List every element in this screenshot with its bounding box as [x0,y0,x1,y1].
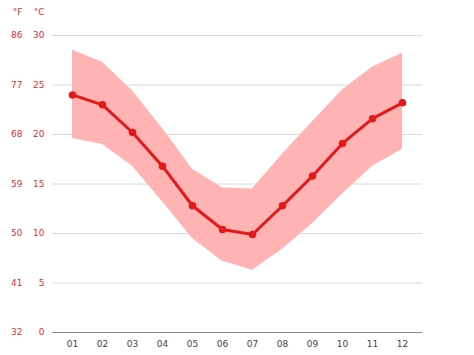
svg-text:25: 25 [33,80,44,90]
svg-text:77: 77 [11,80,22,90]
svg-text:86: 86 [11,30,23,40]
svg-text:0: 0 [39,327,45,337]
svg-text:5: 5 [39,278,45,288]
svg-text:50: 50 [11,228,23,238]
svg-text:01: 01 [67,339,78,349]
svg-text:04: 04 [157,339,169,349]
svg-text:11: 11 [367,339,378,349]
svg-text:03: 03 [127,339,138,349]
svg-text:68: 68 [11,129,23,139]
svg-text:09: 09 [307,339,319,349]
svg-text:07: 07 [247,339,258,349]
svg-text:10: 10 [33,228,45,238]
svg-text:30: 30 [33,30,45,40]
svg-text:10: 10 [337,339,349,349]
svg-text:08: 08 [277,339,289,349]
svg-text:41: 41 [11,278,22,288]
svg-text:32: 32 [11,327,22,337]
svg-text:20: 20 [33,129,45,139]
svg-text:15: 15 [33,179,44,189]
svg-text:02: 02 [97,339,108,349]
svg-text:°C: °C [34,7,45,17]
svg-text:05: 05 [187,339,198,349]
svg-text:59: 59 [11,179,23,189]
svg-text:°F: °F [13,7,23,17]
svg-text:12: 12 [397,339,408,349]
svg-text:06: 06 [217,339,229,349]
